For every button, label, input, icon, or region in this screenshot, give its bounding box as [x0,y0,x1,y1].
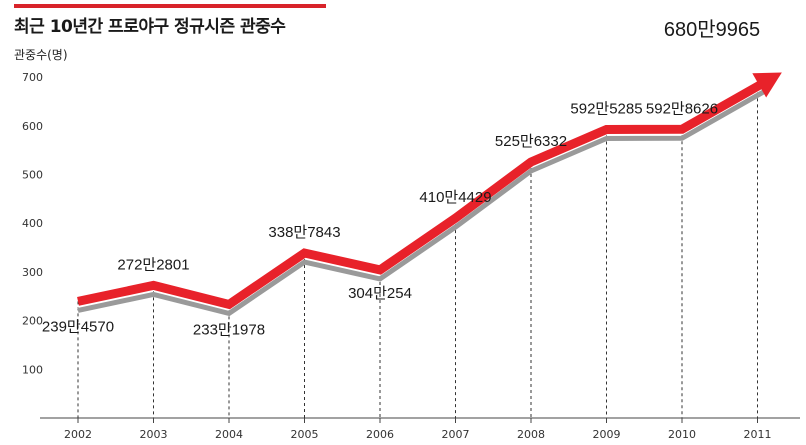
data-label: 239만4570 [42,318,114,335]
series-shadow-line [77,89,766,317]
x-tick-label: 2002 [64,428,92,441]
x-tick-label: 2004 [215,428,243,441]
x-tick-label: 2011 [744,428,772,441]
title-accent-bar [14,4,326,8]
data-labels: 239만4570 272만2801 233만1978 338만7843 304만254 4… [42,18,760,338]
chart-title: 최근 10년간 프로야구 정규시즌 관중수 [14,17,286,37]
y-tick-label: 300 [22,266,43,279]
x-tick-label: 2008 [517,428,545,441]
series-line [77,78,767,310]
data-label: 304만254 [348,285,412,302]
x-tick-label: 2005 [291,428,319,441]
y-tick-label: 200 [22,315,43,328]
data-label: 525만6332 [495,133,567,150]
y-tick-label: 600 [22,120,43,133]
data-label: 680만9965 [664,18,760,41]
data-label: 592만8626 [646,100,718,117]
data-label: 338만7843 [268,224,340,241]
data-label: 272만2801 [117,256,189,273]
x-ticks: 2002 2003 2004 2005 2006 2007 2008 2009 2010 2011 [64,418,772,441]
drop-lines [77,86,758,418]
x-tick-label: 2007 [442,428,470,441]
series-arrow-head [752,72,782,98]
y-tick-label: 700 [22,71,43,84]
x-tick-label: 2009 [593,428,621,441]
y-ticks: 100 200 300 400 500 600 700 [22,71,43,376]
y-tick-label: 100 [22,363,43,376]
data-label: 410만4429 [419,189,491,206]
y-tick-label: 500 [22,169,43,182]
data-label: 233만1978 [193,321,265,338]
data-label: 592만5285 [570,100,642,117]
x-tick-label: 2010 [668,428,696,441]
y-tick-label: 400 [22,217,43,230]
x-tick-label: 2003 [140,428,168,441]
x-tick-label: 2006 [366,428,394,441]
y-axis-label: 관중수(명) [14,48,68,62]
